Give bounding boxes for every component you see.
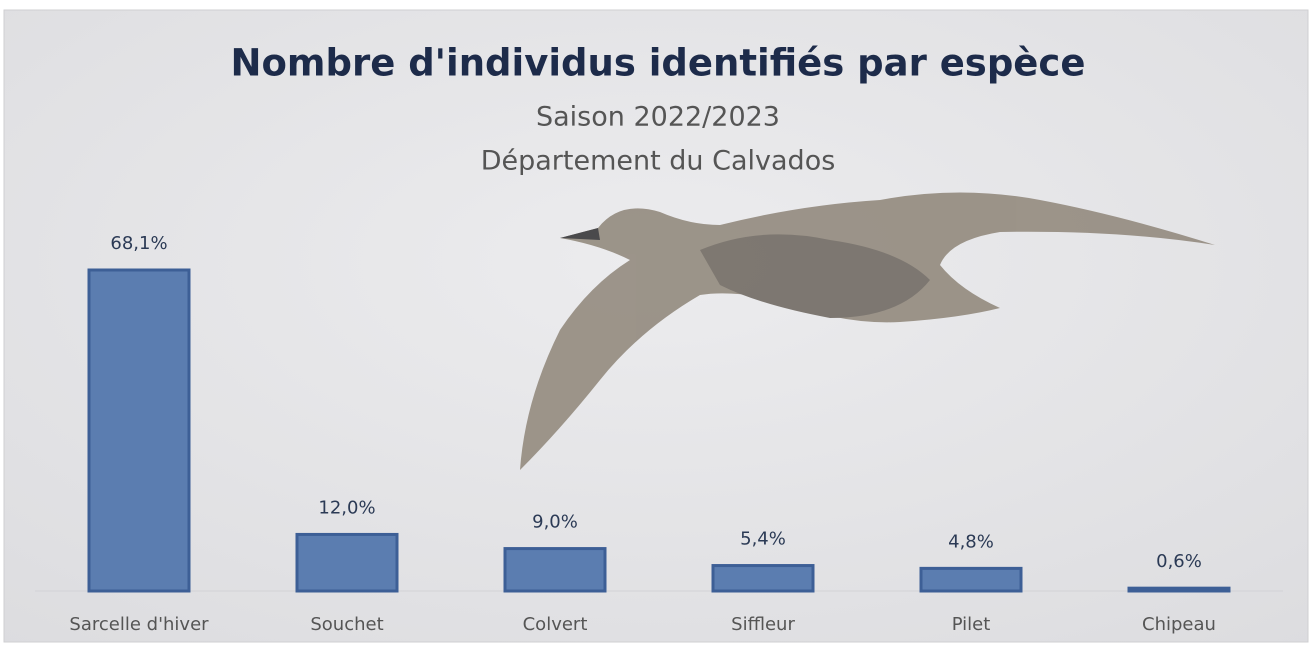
value-label: 12,0%: [318, 497, 375, 518]
chart: Nombre d'individus identifiés par espèce…: [0, 0, 1313, 646]
x-tick-label: Pilet: [952, 614, 991, 635]
bar: [505, 549, 605, 591]
x-tick-label: Souchet: [310, 614, 383, 635]
bar: [89, 270, 189, 591]
chart-subtitle: Département du Calvados: [481, 146, 836, 177]
x-tick-label: Siffleur: [731, 614, 795, 635]
chart-title: Nombre d'individus identifiés par espèce: [231, 42, 1086, 85]
value-label: 9,0%: [532, 512, 578, 533]
value-label: 5,4%: [740, 529, 786, 550]
x-tick-label: Colvert: [523, 614, 588, 635]
x-tick-label: Sarcelle d'hiver: [69, 614, 209, 635]
bar: [713, 566, 813, 591]
value-label: 4,8%: [948, 531, 994, 552]
value-label: 0,6%: [1156, 551, 1202, 572]
x-tick-label: Chipeau: [1142, 614, 1216, 635]
value-label: 68,1%: [110, 233, 167, 254]
bar: [297, 534, 397, 591]
chart-subtitle: Saison 2022/2023: [536, 102, 780, 133]
bar: [921, 568, 1021, 591]
bar: [1129, 588, 1229, 591]
